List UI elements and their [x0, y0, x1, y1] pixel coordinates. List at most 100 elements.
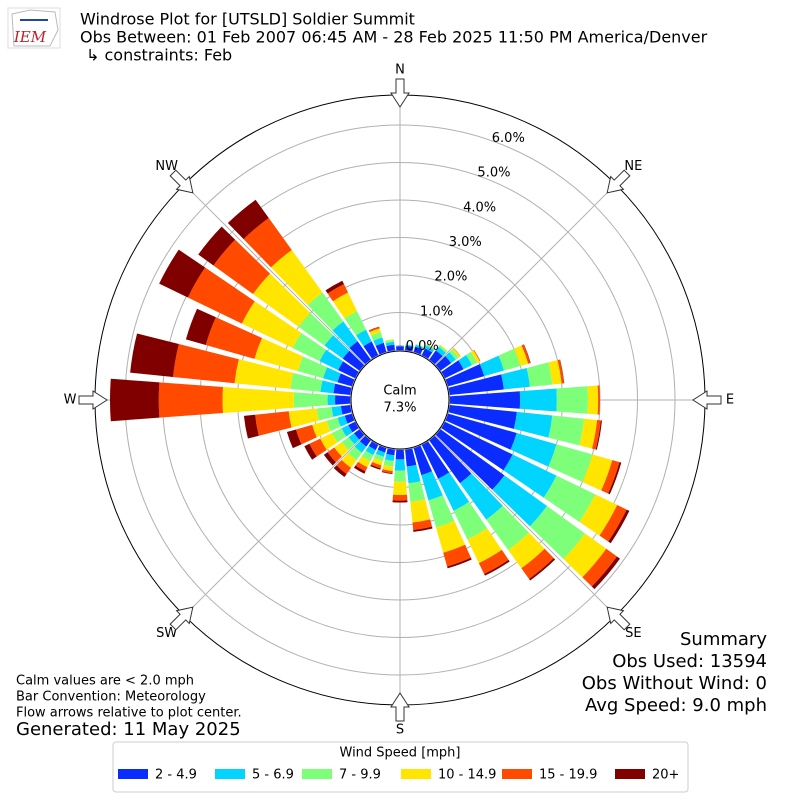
wind-bar — [449, 349, 459, 360]
wind-bar — [521, 548, 554, 579]
wind-bar — [382, 464, 394, 472]
wind-bar — [582, 548, 617, 587]
wind-bar — [608, 509, 630, 544]
summary-line: Obs Without Wind: 0 — [582, 673, 767, 694]
wind-bar — [324, 335, 350, 359]
summary-line: Avg Speed: 9.0 mph — [585, 695, 767, 716]
wind-bar — [353, 429, 365, 440]
wind-bar — [492, 475, 548, 527]
wind-bar — [543, 475, 596, 522]
compass-label: E — [726, 393, 734, 408]
wind-bar — [333, 383, 352, 395]
wind-bar — [405, 344, 414, 347]
ring-label: 0.0% — [406, 339, 439, 354]
note: Bar Convention: Meteorology — [16, 690, 206, 705]
wind-bar — [384, 339, 394, 342]
wind-bar — [459, 473, 503, 520]
wind-bar — [304, 443, 317, 460]
wind-bar — [413, 445, 433, 476]
wind-bar — [354, 441, 367, 453]
wind-bar — [396, 346, 404, 351]
wind-bar — [368, 326, 380, 331]
wind-bar — [385, 339, 395, 344]
constraints: ↳ constraints: Feb — [86, 46, 232, 65]
wind-bar — [470, 350, 480, 363]
wind-bar — [254, 337, 304, 372]
wind-bar — [341, 453, 357, 468]
wind-bar — [519, 388, 557, 412]
wind-bar — [579, 494, 618, 536]
wind-bar — [309, 438, 327, 457]
wind-bar — [385, 341, 395, 347]
wind-bar — [503, 454, 557, 498]
wind-bar — [355, 461, 368, 472]
wind-bar — [337, 373, 355, 387]
wind-bar — [473, 349, 481, 362]
note: Calm values are < 2.0 mph — [16, 674, 194, 689]
wind-bar — [445, 364, 485, 387]
wind-bar — [587, 385, 599, 415]
wind-bar — [595, 420, 602, 450]
wind-bar — [412, 519, 433, 530]
legend-title: Wind Speed [mph] — [340, 746, 461, 761]
wind-bar — [445, 352, 456, 364]
flow-arrow — [390, 78, 410, 108]
wind-bar — [429, 350, 443, 365]
wind-bar — [381, 469, 393, 474]
wind-bar — [529, 558, 556, 581]
wind-bar — [255, 411, 292, 436]
wind-bar — [288, 408, 319, 428]
wind-bar — [234, 359, 294, 389]
wind-bar — [370, 464, 381, 470]
wind-bar — [341, 425, 353, 437]
wind-bar — [405, 344, 414, 348]
wind-bar — [316, 406, 334, 421]
ring-label: 2.0% — [434, 270, 467, 285]
wind-bar — [608, 462, 622, 495]
wind-bar — [392, 494, 408, 501]
wind-bar — [486, 505, 529, 551]
compass-label: NW — [155, 159, 178, 174]
wind-bar — [185, 308, 216, 346]
wind-bar — [393, 481, 407, 495]
legend-label: 10 - 14.9 — [438, 768, 496, 783]
wind-bar — [405, 345, 414, 352]
wind-bar — [377, 445, 387, 453]
wind-bar — [319, 349, 344, 371]
wind-bar — [252, 273, 311, 327]
wind-bar — [340, 405, 352, 415]
wind-bar — [447, 557, 472, 569]
wind-bar — [243, 218, 292, 268]
calm-label: Calm — [383, 384, 416, 399]
chart-title: Windrose Plot for [UTSLD] Soldier Summit — [80, 10, 415, 29]
wind-bar — [173, 344, 239, 384]
wind-bar — [373, 337, 384, 346]
chart-subtitle: Obs Between: 01 Feb 2007 06:45 AM - 28 F… — [80, 28, 708, 47]
wind-bar — [323, 367, 341, 383]
wind-bar — [466, 351, 478, 366]
wind-bar — [349, 341, 371, 365]
wind-bar — [435, 429, 505, 490]
wind-bar — [332, 428, 347, 443]
wind-bar — [591, 556, 621, 590]
wind-bar — [559, 359, 565, 384]
wind-bar — [298, 312, 334, 346]
legend-swatch — [615, 769, 645, 779]
wind-bar — [448, 405, 517, 429]
logo-frame — [7, 7, 61, 49]
wind-bar — [372, 457, 383, 466]
wind-bar — [336, 460, 352, 475]
wind-bar — [445, 413, 517, 450]
wind-bar — [415, 344, 424, 350]
wind-bar — [582, 454, 613, 491]
wind-bar — [363, 341, 379, 359]
wind-bar — [428, 495, 455, 528]
flow-arrow — [169, 606, 194, 631]
wind-bar — [359, 435, 371, 447]
wind-bar — [438, 345, 448, 353]
legend-frame — [112, 741, 689, 793]
wind-bar — [557, 359, 564, 384]
wind-bar — [369, 328, 381, 336]
wind-bar — [198, 226, 236, 266]
